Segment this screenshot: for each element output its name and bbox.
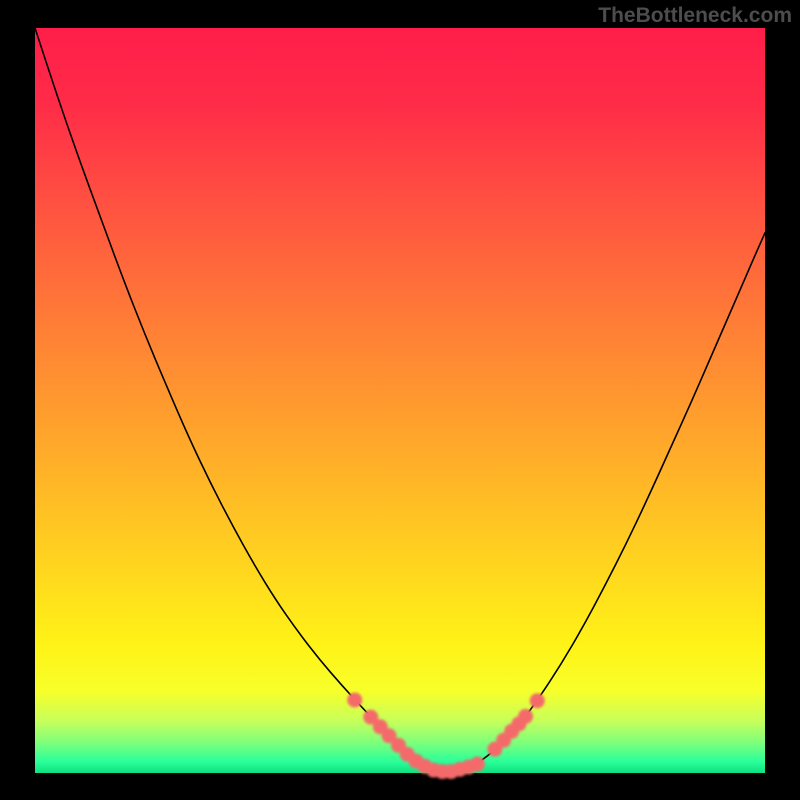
chart-container: TheBottleneck.com — [0, 0, 800, 800]
data-marker — [530, 693, 545, 708]
bottleneck-v-curve-chart — [0, 0, 800, 800]
data-marker — [470, 757, 485, 772]
data-marker — [518, 709, 533, 724]
watermark-label: TheBottleneck.com — [598, 4, 792, 28]
plot-background — [35, 28, 765, 773]
data-marker — [347, 692, 362, 707]
